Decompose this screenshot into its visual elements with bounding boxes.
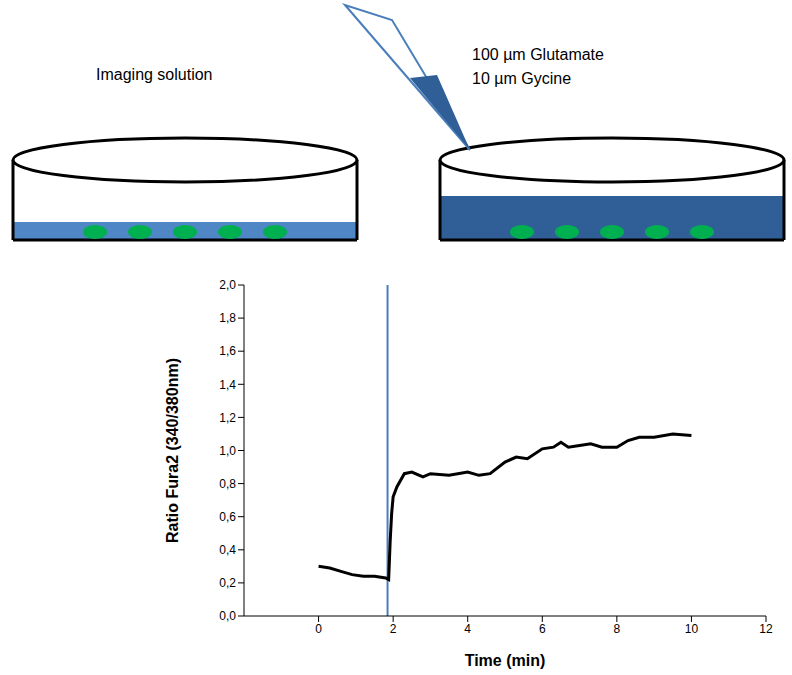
svg-text:Ratio Fura2 (340/380nm): Ratio Fura2 (340/380nm): [164, 358, 181, 543]
svg-text:0,2: 0,2: [219, 576, 236, 590]
svg-text:6: 6: [539, 622, 546, 636]
svg-text:0: 0: [315, 622, 322, 636]
svg-text:10: 10: [685, 622, 699, 636]
svg-text:1,4: 1,4: [219, 378, 236, 392]
svg-text:0,4: 0,4: [219, 543, 236, 557]
svg-text:4: 4: [464, 622, 471, 636]
svg-text:1,8: 1,8: [219, 311, 236, 325]
svg-text:2: 2: [390, 622, 397, 636]
svg-text:1,6: 1,6: [219, 344, 236, 358]
svg-text:Imaging solution: Imaging solution: [96, 66, 213, 83]
svg-text:10 µm Gycine: 10 µm Gycine: [472, 70, 571, 87]
svg-text:Time (min): Time (min): [465, 652, 546, 669]
svg-text:0,0: 0,0: [219, 609, 236, 623]
svg-text:1,2: 1,2: [219, 411, 236, 425]
svg-text:1,0: 1,0: [219, 444, 236, 458]
svg-text:100 µm Glutamate: 100 µm Glutamate: [472, 46, 604, 63]
svg-text:8: 8: [614, 622, 621, 636]
svg-text:2,0: 2,0: [219, 278, 236, 292]
svg-text:0,6: 0,6: [219, 510, 236, 524]
svg-text:0,8: 0,8: [219, 477, 236, 491]
svg-text:12: 12: [759, 622, 773, 636]
